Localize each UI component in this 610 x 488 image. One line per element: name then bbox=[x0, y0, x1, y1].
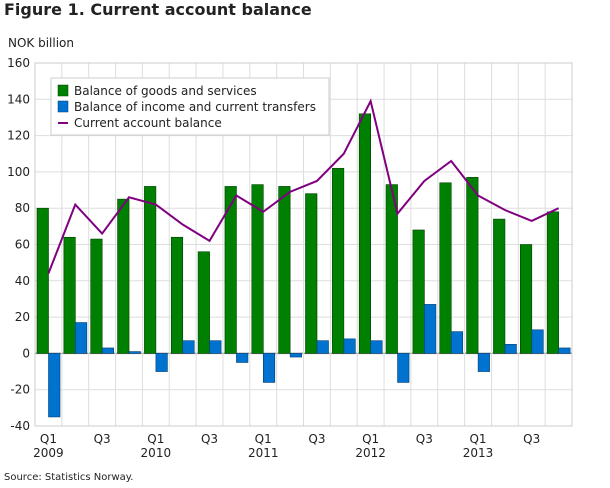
bar-goods bbox=[305, 193, 318, 354]
bar-goods bbox=[385, 184, 398, 354]
bar-income bbox=[236, 353, 249, 363]
y-tick-label: -20 bbox=[10, 383, 30, 397]
line-series bbox=[47, 98, 560, 274]
x-tick-label: Q3 bbox=[94, 432, 111, 446]
bar-goods bbox=[197, 251, 210, 354]
legend-swatch-goods bbox=[57, 84, 69, 97]
bar-goods bbox=[358, 113, 372, 354]
source-note: Source: Statistics Norway. bbox=[4, 472, 134, 483]
legend: Balance of goods and services Balance of… bbox=[50, 77, 330, 136]
bar-income bbox=[370, 340, 383, 354]
bar-income bbox=[75, 322, 88, 354]
y-tick-label: 160 bbox=[7, 56, 30, 70]
bar-income bbox=[182, 340, 195, 354]
bar-goods bbox=[278, 186, 291, 354]
bar-goods bbox=[90, 238, 103, 354]
legend-label-goods: Balance of goods and services bbox=[74, 84, 257, 98]
bar-income bbox=[262, 353, 276, 383]
x-tick-label: Q3 bbox=[523, 432, 540, 446]
x-tick-year: 2009 bbox=[33, 446, 64, 460]
line-current-account bbox=[47, 98, 560, 274]
bar-goods bbox=[332, 167, 345, 354]
bar-income bbox=[48, 353, 61, 418]
bar-income bbox=[424, 304, 437, 354]
y-tick-label: 20 bbox=[15, 310, 30, 324]
bar-goods bbox=[36, 207, 49, 354]
x-tick-year: 2013 bbox=[463, 446, 494, 460]
bar-income bbox=[128, 351, 141, 354]
x-tick-year: 2011 bbox=[248, 446, 279, 460]
bar-goods bbox=[493, 218, 506, 354]
x-tick-label: Q3 bbox=[201, 432, 218, 446]
bar-income bbox=[558, 347, 571, 354]
bar-goods bbox=[546, 211, 559, 354]
x-tick-label: Q1 bbox=[40, 432, 57, 446]
y-tick-label: -40 bbox=[10, 419, 30, 433]
y-tick-label: 0 bbox=[22, 346, 30, 360]
bar-goods bbox=[439, 182, 452, 354]
chart: NOK billion -40 -20 0 20 40 60 80 100 120 140 160 Q… bbox=[7, 36, 573, 460]
bar-income bbox=[343, 338, 356, 354]
y-tick-label: 100 bbox=[7, 165, 30, 179]
legend-label-current: Current account balance bbox=[74, 116, 222, 130]
bar-income bbox=[397, 353, 410, 383]
legend-box bbox=[50, 77, 330, 136]
bar-income bbox=[504, 344, 517, 354]
y-tick-label: 60 bbox=[15, 238, 30, 252]
bar-income bbox=[477, 353, 490, 372]
bar-income bbox=[289, 353, 302, 358]
bar-goods bbox=[224, 186, 237, 354]
y-tick-label: 120 bbox=[7, 129, 30, 143]
x-tick-label: Q1 bbox=[255, 432, 272, 446]
bar-goods bbox=[519, 244, 533, 354]
plot-border bbox=[34, 62, 573, 427]
bar-income bbox=[450, 331, 464, 354]
y-tick-label: 80 bbox=[15, 201, 30, 215]
bar-income bbox=[155, 353, 168, 372]
bar-goods bbox=[466, 177, 479, 354]
legend-label-income: Balance of income and current transfers bbox=[74, 100, 316, 114]
x-tick-label: Q3 bbox=[416, 432, 433, 446]
bar-income bbox=[531, 329, 544, 354]
y-tick-label: 140 bbox=[7, 92, 30, 106]
x-tick-year: 2012 bbox=[355, 446, 386, 460]
bar-goods bbox=[170, 236, 184, 354]
x-tick-label: Q1 bbox=[362, 432, 379, 446]
bar-goods bbox=[63, 236, 76, 354]
legend-swatch-income bbox=[57, 100, 69, 113]
y-axis-label: NOK billion bbox=[8, 36, 74, 50]
x-tick-label: Q3 bbox=[308, 432, 325, 446]
x-tick-year: 2010 bbox=[141, 446, 172, 460]
bar-goods bbox=[117, 198, 130, 354]
x-tick-label: Q1 bbox=[147, 432, 164, 446]
figure-title: Figure 1. Current account balance bbox=[4, 0, 312, 19]
bar-goods bbox=[251, 184, 264, 354]
bar-income bbox=[209, 340, 222, 354]
bar-goods bbox=[412, 229, 425, 354]
bars bbox=[36, 113, 571, 418]
y-tick-label: 40 bbox=[15, 274, 30, 288]
x-tick-label: Q1 bbox=[469, 432, 486, 446]
bar-income bbox=[101, 347, 114, 354]
bar-income bbox=[316, 340, 329, 354]
bar-goods bbox=[144, 186, 157, 354]
